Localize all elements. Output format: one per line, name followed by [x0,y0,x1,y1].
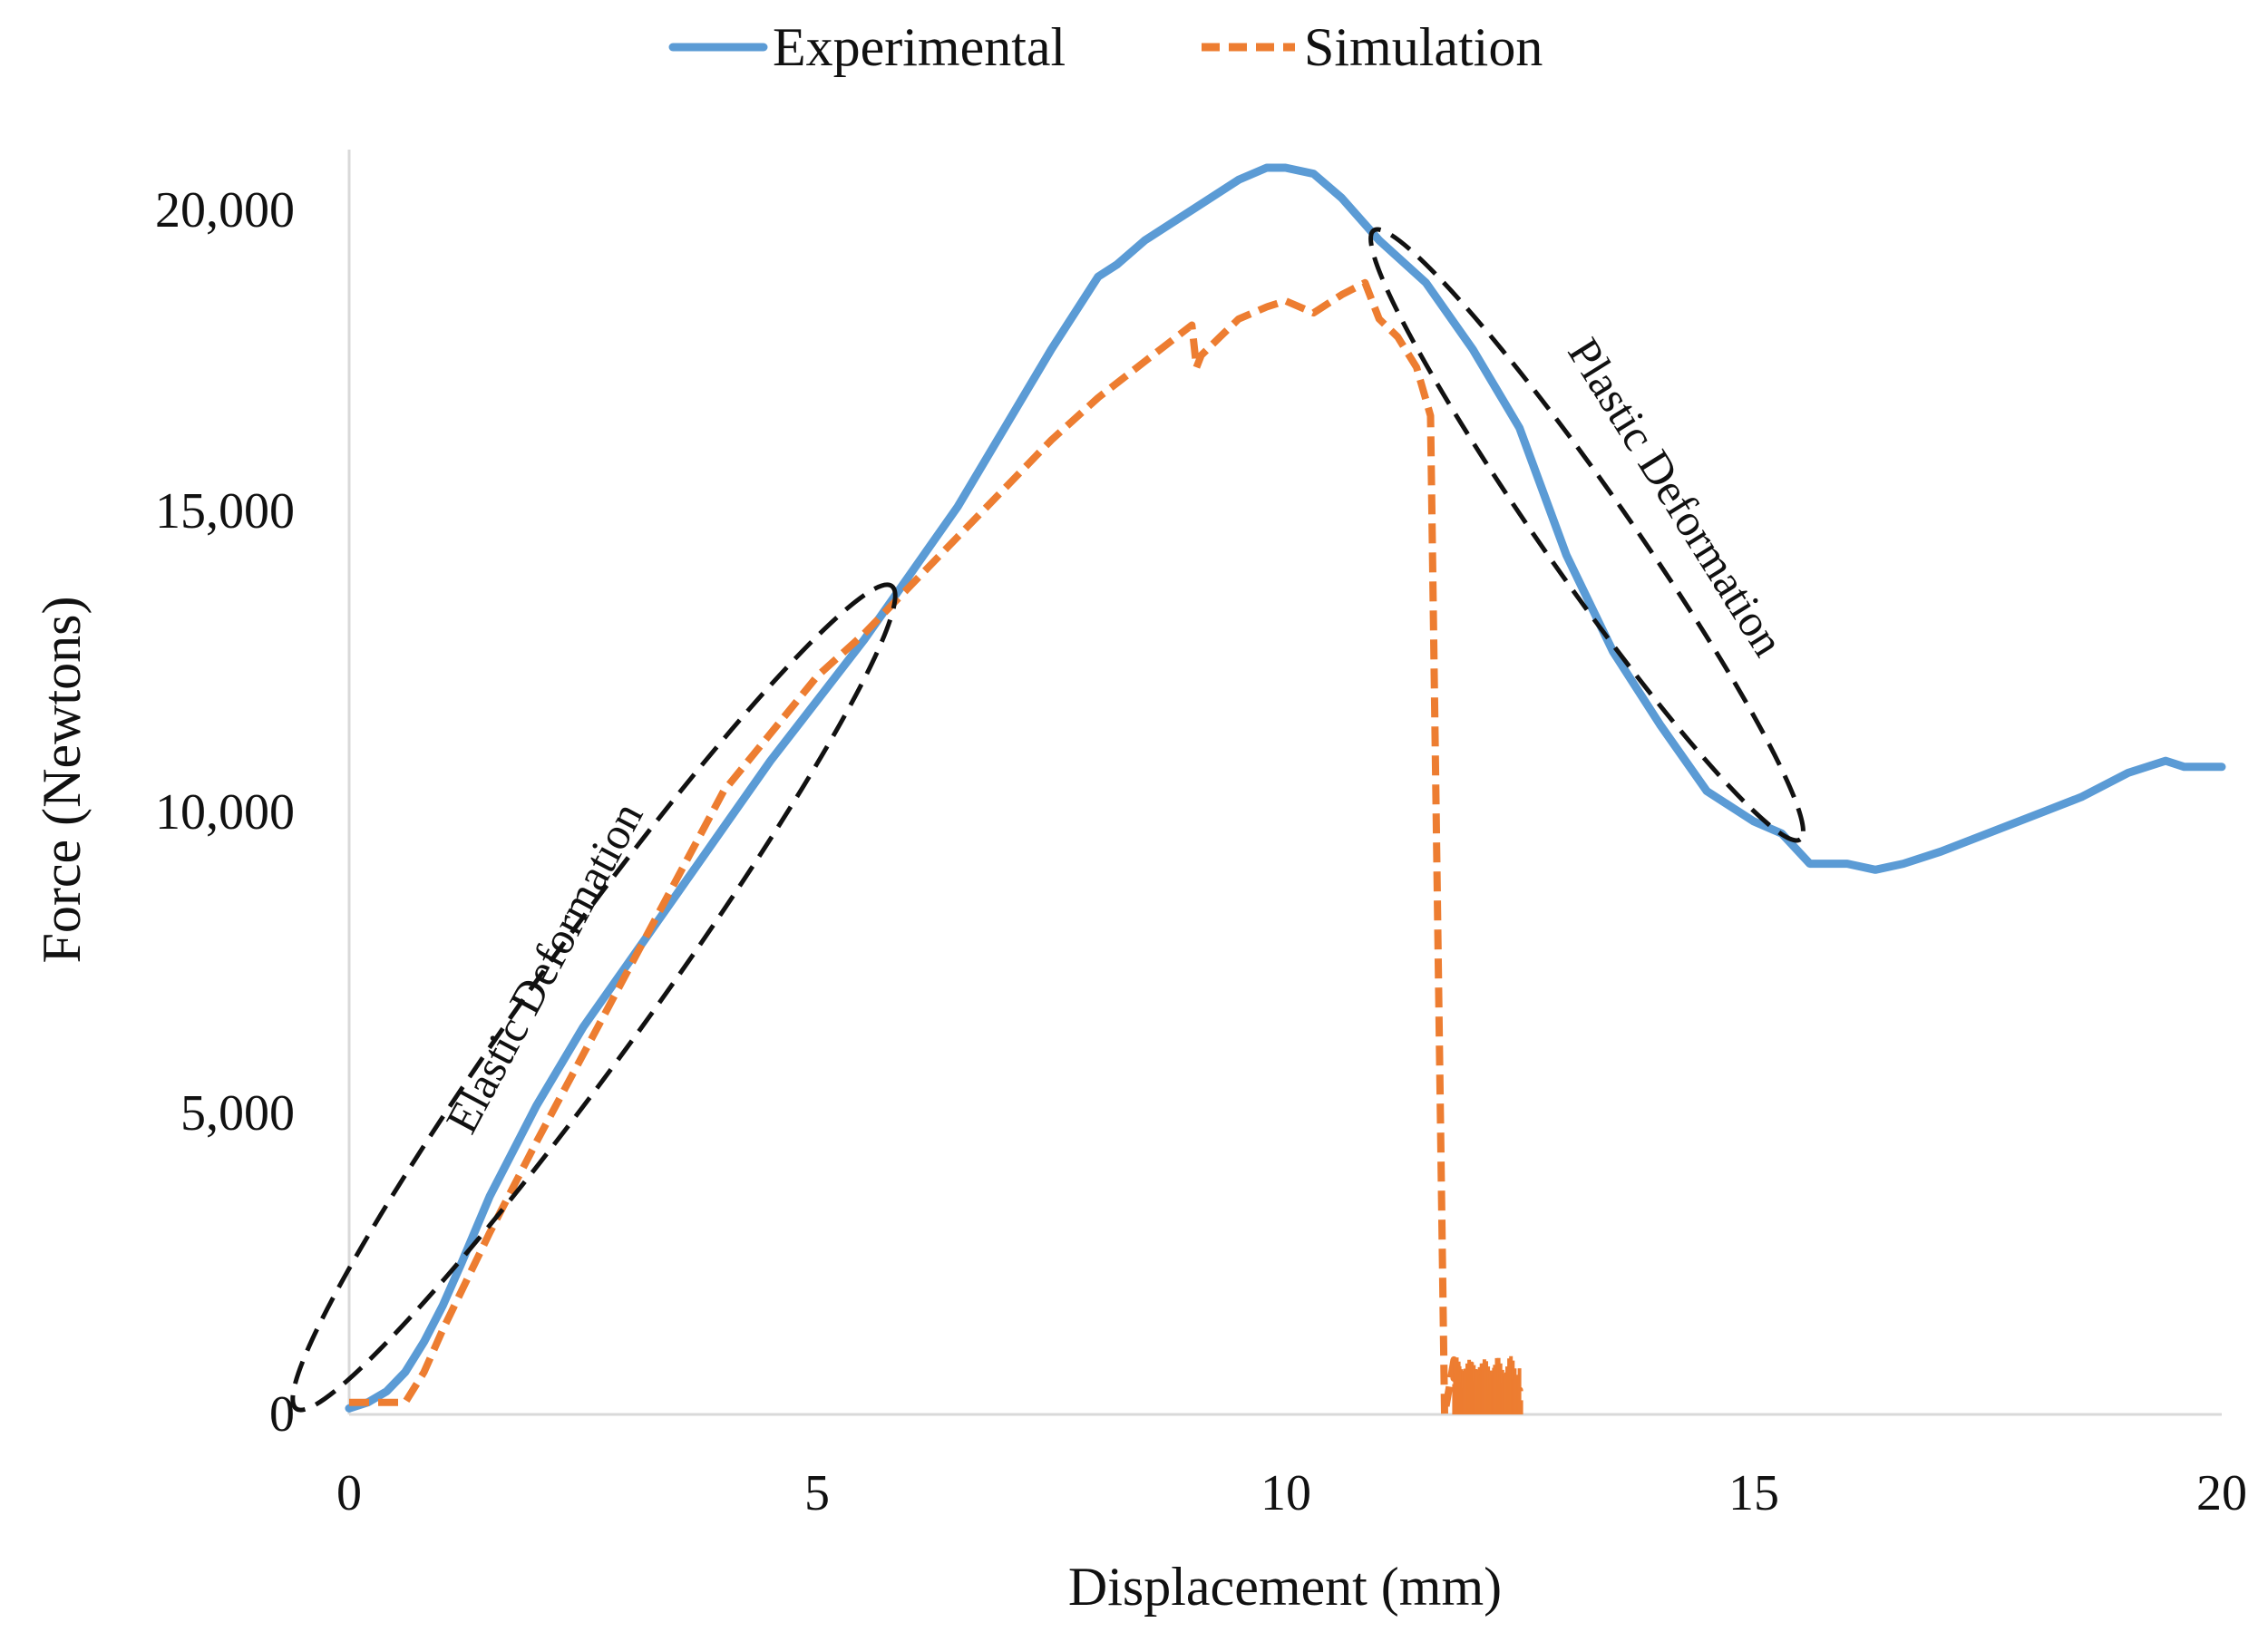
y-axis-title: Force (Newtons) [32,597,92,964]
y-tick-label: 20,000 [155,182,295,238]
simulation-tail-noise [1452,1355,1522,1414]
legend-simulation-label: Simulation [1304,17,1543,77]
x-tick-labels: 0 5 10 15 20 [336,1465,2247,1521]
y-tick-labels: 0 5,000 10,000 15,000 20,000 [155,182,295,1443]
x-tick-label: 20 [2196,1465,2247,1521]
y-tick-label: 15,000 [155,483,295,539]
simulation-series-line [349,278,1523,1418]
x-tick-label: 0 [336,1465,362,1521]
experimental-series-line [345,163,2226,1413]
plastic-region-ellipse [1368,227,1806,843]
x-tick-label: 15 [1728,1465,1779,1521]
annotations: Elastic Deformation Plastic Deformation [290,227,1806,1413]
legend: Experimental Simulation [668,17,1543,77]
y-tick-label: 10,000 [155,784,295,840]
x-tick-label: 10 [1261,1465,1311,1521]
legend-experimental-label: Experimental [773,17,1066,77]
x-tick-label: 5 [804,1465,830,1521]
elastic-region-ellipse [290,582,898,1413]
y-tick-label: 5,000 [180,1085,295,1142]
y-tick-label: 0 [269,1386,295,1443]
x-axis-title: Displacement (mm) [1068,1557,1502,1617]
series-layer [345,163,2226,1418]
